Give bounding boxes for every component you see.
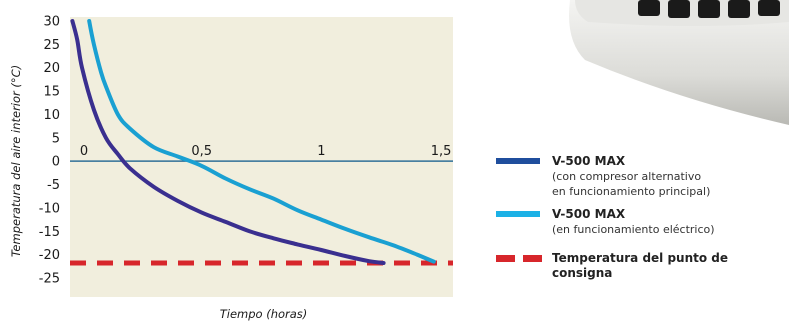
legend-subtitle: (con compresor alternativo <box>552 170 702 183</box>
legend-swatch-red-dashed <box>496 255 544 262</box>
y-axis-title: Temperatura del aire interior (°C) <box>9 65 23 257</box>
y-tick-label: -10 <box>39 201 60 216</box>
y-tick-label: -20 <box>39 248 60 263</box>
legend-subtitle: (en funcionamiento eléctrico) <box>552 223 715 236</box>
legend-item-reciprocating: V-500 MAX (con compresor alternativo en … <box>496 154 789 199</box>
y-tick-label: -5 <box>47 178 60 193</box>
legend-title: V-500 MAX <box>552 207 626 221</box>
y-tick-label: 10 <box>43 108 60 123</box>
y-tick-label: 0 <box>52 155 60 170</box>
series-reciprocating-curve <box>70 19 386 265</box>
y-tick-label: -15 <box>39 225 60 240</box>
x-tick-label: 1 <box>317 144 325 159</box>
legend-title: Temperatura del punto de consigna <box>552 251 729 280</box>
legend-item-setpoint: Temperatura del punto de consigna <box>496 251 789 281</box>
legend-subtitle: en funcionamiento principal) <box>552 185 711 198</box>
y-tick-label: 30 <box>43 15 60 30</box>
legend-swatch-dark-blue <box>496 158 540 164</box>
x-axis-title: Tiempo (horas) <box>220 307 308 321</box>
legend-swatch-light-blue <box>496 211 540 217</box>
y-tick-label: -25 <box>39 272 60 287</box>
y-tick-label: 20 <box>43 61 60 76</box>
legend: V-500 MAX (con compresor alternativo en … <box>496 154 789 289</box>
y-tick-label: 5 <box>52 131 60 146</box>
plot-background <box>70 17 453 297</box>
y-tick-label: 15 <box>43 85 60 100</box>
x-tick-label: 0 <box>80 144 88 159</box>
legend-item-electric: V-500 MAX (en funcionamiento eléctrico) <box>496 207 789 237</box>
x-tick-label: 1,5 <box>431 144 452 159</box>
legend-title: V-500 MAX <box>552 154 626 168</box>
series-electric-curve <box>87 19 436 264</box>
chart-svg: 30 25 20 15 10 5 0 -5 -10 -15 -20 -25 0 0,5 1 1,5 Temp… <box>9 15 453 321</box>
y-tick-label: 25 <box>43 38 60 53</box>
x-tick-label: 0,5 <box>191 144 212 159</box>
product-photo <box>560 0 789 135</box>
